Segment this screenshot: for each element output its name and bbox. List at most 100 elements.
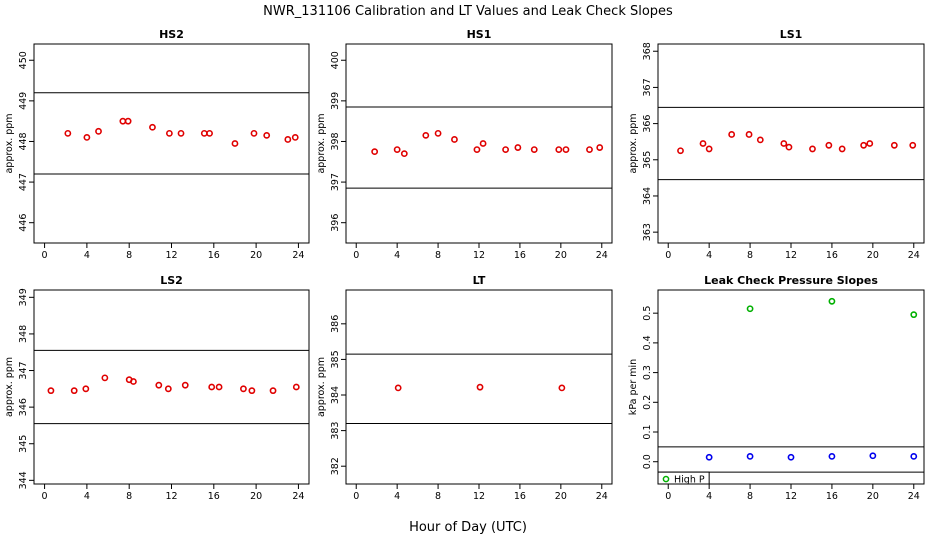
y-tick-label: 396 [330,214,341,232]
panel-title: LS2 [160,274,183,287]
data-point [434,129,442,137]
data-point [83,134,91,141]
data-point [206,129,213,137]
x-tick-label: 12 [785,250,797,261]
data-point [890,141,898,149]
plot-frame [33,289,310,485]
y-tick-label: 344 [18,471,29,489]
data-point [291,134,299,141]
data-point [586,146,593,153]
data-point [809,145,816,153]
data-point [393,146,401,153]
x-tick-label: 0 [665,250,671,261]
data-point [909,141,917,149]
data-point [745,131,753,138]
x-tick-label: 16 [826,491,838,502]
data-point [562,146,570,153]
x-tick-label: 12 [165,491,177,502]
data-point [64,129,72,137]
data-point [828,297,836,305]
x-tick-label: 24 [596,491,608,502]
y-tick-label: 399 [330,92,341,110]
x-tick-label: 24 [292,491,304,502]
x-tick-label: 8 [435,491,441,502]
x-tick-label: 24 [908,491,920,502]
y-axis-label: approx. ppm [316,113,327,173]
data-point [910,452,918,460]
data-point [292,383,300,391]
x-tick-label: 8 [126,250,132,261]
x-tick-label: 0 [42,250,48,261]
data-point [394,384,402,392]
panel-6: Leak Check Pressure Slopes 0 4 8 12 16 20 24 0.0… [628,274,925,502]
panel-title: HS1 [467,28,492,41]
data-point [705,145,713,153]
data-point [240,385,247,393]
y-axis-label: approx. ppm [316,357,327,417]
data-point [165,129,173,137]
data-point [231,140,239,147]
data-point [555,146,563,153]
y-axis-label: kPa per min [628,359,639,415]
y-tick-label: 365 [642,151,653,169]
x-tick-label: 16 [208,250,220,261]
data-point [149,123,156,131]
data-point [699,140,707,147]
data-point [101,374,109,382]
data-point [119,117,127,125]
x-tick-label: 4 [706,250,712,261]
x-tick-label: 20 [867,250,879,261]
plot-frame [33,43,310,244]
x-tick-label: 16 [826,250,838,261]
legend-box [657,471,710,485]
y-tick-label: 368 [642,42,653,60]
panel-title: LS1 [780,28,803,41]
y-tick-label: 386 [330,315,341,333]
data-point [787,453,795,461]
data-point [130,378,137,385]
data-point [756,136,764,144]
x-tick-label: 16 [514,491,526,502]
plot-frame [345,43,613,244]
data-point [124,117,132,125]
x-tick-label: 12 [473,491,485,502]
y-tick-label: 349 [18,288,29,306]
data-point [705,453,713,461]
plot-frame [345,289,613,485]
y-tick-label: 363 [642,223,653,241]
data-point [860,141,868,149]
y-tick-label: 364 [642,187,653,205]
y-tick-label: 0.2 [642,395,653,410]
data-point [514,144,522,151]
data-point [785,143,793,151]
data-point [181,381,189,389]
x-tick-label: 24 [908,250,920,261]
data-point [476,383,484,391]
y-tick-label: 383 [330,422,341,440]
x-tick-label: 4 [84,491,90,502]
x-tick-label: 24 [596,250,608,261]
data-point [473,146,481,153]
y-tick-label: 348 [18,325,29,343]
data-point [200,129,208,137]
y-tick-label: 446 [18,214,29,232]
panel-4: LS2 0 4 8 12 16 20 24 344 345 346 347 348 349 approx. … [4,274,310,502]
panel-title: Leak Check Pressure Slopes [704,274,878,287]
data-point [558,384,566,392]
x-tick-label: 20 [250,491,262,502]
panel-5: LT 0 4 8 12 16 20 24 382 383 384 385 386 approx. ppm [316,274,613,502]
data-point [70,387,78,395]
x-tick-label: 20 [250,250,262,261]
x-tick-label: 12 [785,491,797,502]
data-point [825,141,833,149]
data-point [371,148,379,156]
data-point [155,381,163,389]
data-point [530,146,538,153]
x-tick-label: 0 [42,491,48,502]
y-tick-label: 367 [642,78,653,96]
data-point [164,385,172,393]
y-tick-label: 346 [18,398,29,416]
y-axis-label: approx. ppm [628,113,639,173]
data-point [866,140,874,147]
